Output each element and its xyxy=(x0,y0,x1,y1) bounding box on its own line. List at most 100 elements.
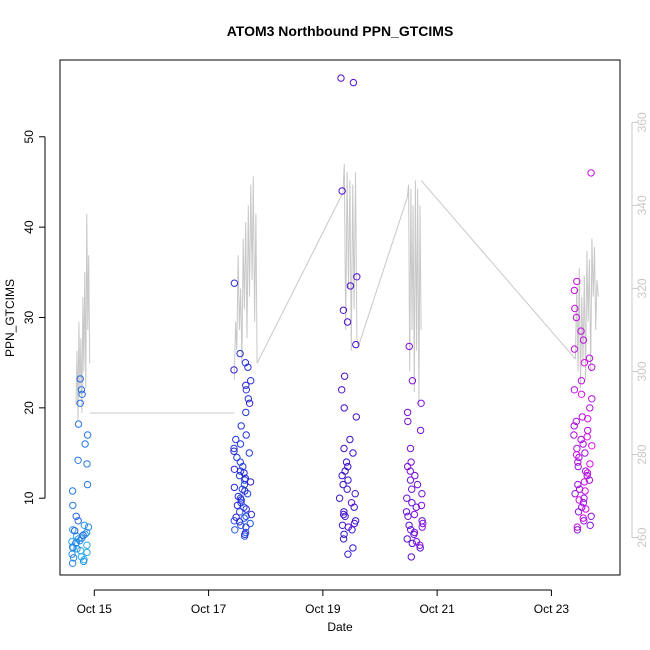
data-point xyxy=(404,417,412,426)
data-point xyxy=(241,530,249,538)
data-point xyxy=(407,458,415,466)
line-connector xyxy=(357,196,408,347)
data-point xyxy=(340,372,349,380)
data-point xyxy=(236,440,245,448)
secondary-y-tick-label: 320 xyxy=(635,278,649,298)
data-point xyxy=(71,527,79,535)
data-point xyxy=(237,496,245,504)
data-point xyxy=(586,404,594,412)
data-point xyxy=(588,395,596,403)
data-point xyxy=(84,523,93,531)
data-point xyxy=(416,544,424,552)
data-point xyxy=(337,74,345,82)
data-point xyxy=(335,494,344,502)
data-point xyxy=(575,496,583,504)
data-point xyxy=(242,505,250,513)
x-tick-label: Oct 19 xyxy=(305,602,341,616)
data-point xyxy=(349,78,358,87)
data-point xyxy=(246,519,254,528)
data-point xyxy=(230,279,239,287)
x-tick-label: Oct 23 xyxy=(534,602,570,616)
data-point xyxy=(413,480,422,489)
data-point xyxy=(347,499,356,507)
data-point xyxy=(81,440,89,448)
data-point xyxy=(83,431,92,439)
data-point xyxy=(230,366,238,374)
data-point xyxy=(417,399,425,407)
data-point xyxy=(232,435,240,444)
data-point xyxy=(68,559,77,567)
data-point xyxy=(573,526,582,534)
data-point xyxy=(72,538,81,547)
data-point xyxy=(416,541,424,549)
data-point xyxy=(572,313,581,322)
data-point xyxy=(247,510,256,519)
data-point xyxy=(78,390,86,398)
data-point xyxy=(69,501,77,510)
data-point xyxy=(76,537,84,545)
data-point xyxy=(580,517,588,525)
data-point xyxy=(74,517,82,525)
secondary-y-tick-label: 340 xyxy=(635,195,649,215)
data-point xyxy=(408,539,416,548)
data-point xyxy=(570,431,578,439)
data-point xyxy=(584,426,592,435)
data-point xyxy=(230,447,238,455)
data-point xyxy=(408,499,416,507)
data-point xyxy=(74,420,83,428)
data-point xyxy=(241,487,249,495)
data-point xyxy=(242,523,250,531)
data-point xyxy=(579,336,588,344)
data-point xyxy=(344,550,352,558)
data-point xyxy=(571,304,579,313)
data-point xyxy=(237,521,245,529)
data-point xyxy=(344,476,352,484)
data-point xyxy=(587,512,595,520)
data-point xyxy=(349,449,357,457)
data-point xyxy=(405,521,413,529)
data-point xyxy=(579,514,587,522)
data-point xyxy=(242,381,250,389)
data-point xyxy=(406,476,415,484)
y-tick-label: 30 xyxy=(22,311,36,325)
data-point xyxy=(242,386,251,394)
data-point xyxy=(416,426,425,435)
data-point xyxy=(580,494,588,502)
data-point xyxy=(408,485,416,493)
x-axis-label: Date xyxy=(327,620,353,634)
data-point xyxy=(403,462,412,471)
data-point xyxy=(232,513,240,521)
data-point xyxy=(245,449,254,457)
y-axis-label: PPN_GTCIMS xyxy=(3,279,17,357)
data-point xyxy=(338,187,346,195)
data-point xyxy=(405,342,413,351)
data-point xyxy=(338,386,346,394)
data-point xyxy=(247,377,255,385)
data-point xyxy=(572,417,580,426)
data-point xyxy=(586,521,594,529)
data-point xyxy=(230,483,239,492)
data-point xyxy=(341,512,349,520)
y-tick-label: 20 xyxy=(22,401,36,415)
data-point xyxy=(351,490,359,498)
data-point xyxy=(577,435,585,444)
data-point xyxy=(588,363,596,371)
data-point xyxy=(343,485,351,493)
data-point xyxy=(352,413,360,421)
x-tick-label: Oct 17 xyxy=(191,602,227,616)
data-point xyxy=(245,399,254,407)
data-point xyxy=(578,413,586,421)
data-point xyxy=(411,471,419,480)
data-point xyxy=(570,345,579,353)
data-point xyxy=(346,282,355,290)
data-point xyxy=(76,399,84,407)
data-point xyxy=(574,480,582,489)
data-point xyxy=(236,508,244,516)
line-segment xyxy=(574,238,599,389)
data-point xyxy=(77,386,86,394)
data-point xyxy=(403,494,411,502)
data-point xyxy=(419,519,427,528)
data-point xyxy=(586,460,594,468)
data-point xyxy=(342,458,351,466)
